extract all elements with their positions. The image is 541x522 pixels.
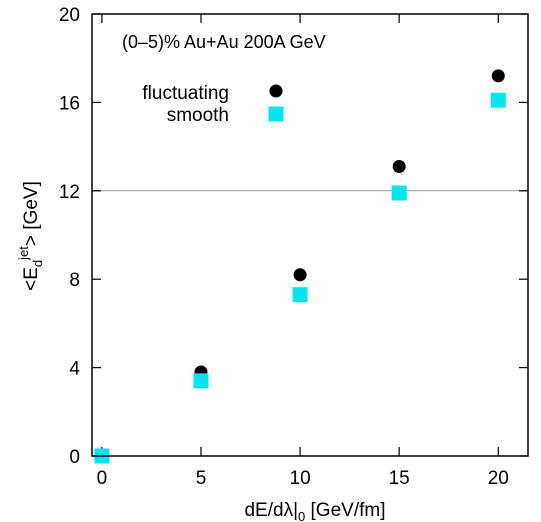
x-tick-label: 10 (290, 468, 311, 489)
chart-annotation: (0–5)% Au+Au 200A GeV (122, 32, 326, 52)
data-markers (94, 69, 506, 464)
axis-ticks (92, 13, 528, 457)
x-tick-label: 0 (97, 468, 108, 489)
x-tick-label: 15 (389, 468, 410, 489)
y-tick-labels: 0 4 8 12 16 20 (59, 5, 81, 468)
y-tick-label: 12 (59, 182, 80, 203)
data-point-smooth (193, 373, 209, 389)
legend-marker-fluctuating (269, 84, 283, 98)
x-axis-label: dE/dλ|0 [GeV/fm] (244, 500, 385, 522)
y-tick-label: 8 (69, 270, 80, 291)
plot-frame (91, 13, 529, 457)
legend-label-fluctuating: fluctuating (142, 83, 229, 104)
data-point-smooth (391, 185, 407, 201)
data-point-smooth (292, 287, 308, 303)
y-tick-label: 4 (69, 359, 80, 380)
legend: fluctuating smooth (142, 83, 284, 126)
y-tick-label: 20 (59, 5, 80, 26)
legend-label-smooth: smooth (167, 105, 229, 126)
x-tick-labels: 0 5 10 15 20 (97, 468, 509, 489)
legend-marker-smooth (268, 106, 284, 122)
y-tick-label: 0 (69, 447, 80, 468)
data-point-smooth (490, 92, 506, 108)
data-point-fluctuating (293, 268, 307, 282)
y-tick-label: 16 (59, 93, 80, 114)
y-axis-label: <Edjet> [GeV] (16, 181, 45, 291)
data-point-fluctuating (491, 69, 505, 83)
x-tick-label: 20 (488, 468, 509, 489)
data-point-fluctuating (392, 159, 406, 173)
x-tick-label: 5 (196, 468, 207, 489)
